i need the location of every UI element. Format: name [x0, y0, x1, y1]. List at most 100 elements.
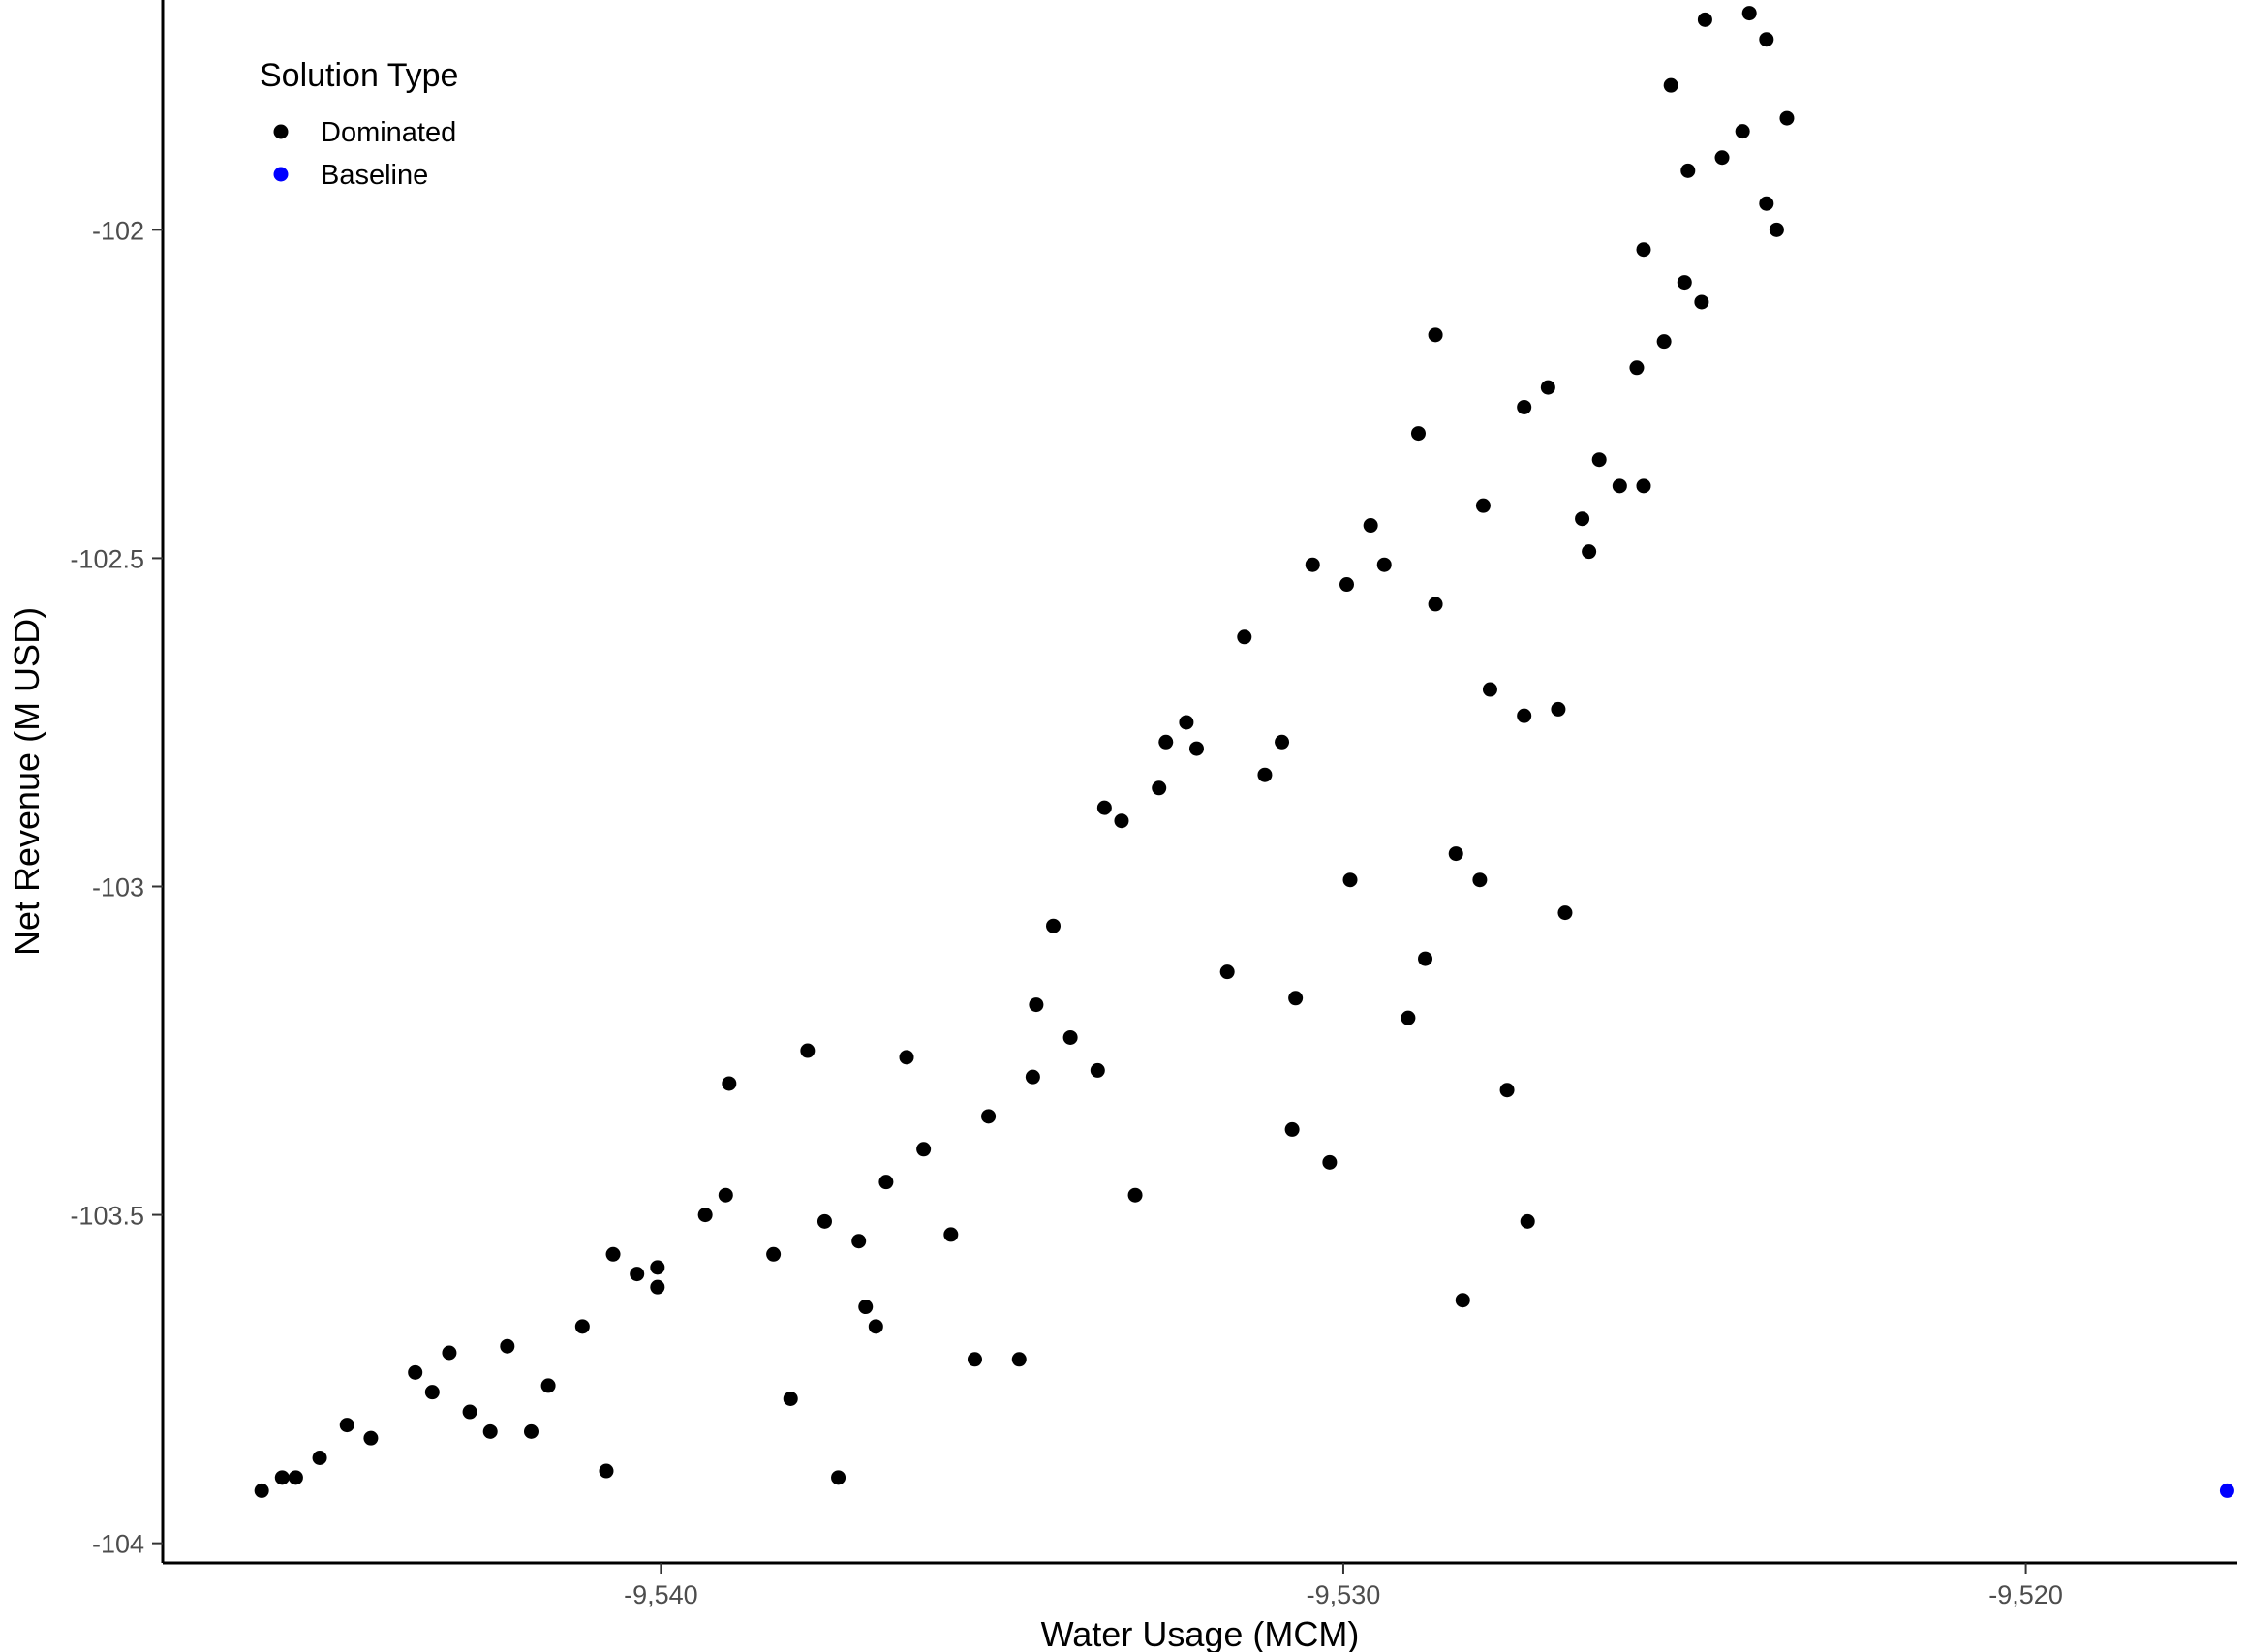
dominated-point: [339, 1418, 354, 1433]
dominated-point: [1779, 110, 1795, 126]
dominated-point: [574, 1319, 590, 1334]
dominated-point: [1735, 124, 1750, 139]
dominated-point: [1237, 629, 1252, 645]
legend: Solution Type Dominated Baseline: [260, 57, 458, 191]
dominated-point: [878, 1175, 894, 1190]
x-tick-label: -9,540: [624, 1580, 698, 1609]
dominated-point: [1680, 163, 1696, 178]
dominated-point: [650, 1279, 665, 1295]
dominated-point: [1428, 597, 1443, 612]
dominated-point: [650, 1260, 665, 1275]
dominated-point: [981, 1109, 997, 1124]
dominated-point: [943, 1227, 959, 1242]
dominated-point: [1029, 997, 1044, 1013]
dominated-point: [1376, 557, 1392, 572]
dominated-point: [816, 1213, 832, 1229]
dominated-point: [1410, 426, 1426, 442]
dominated-point: [363, 1430, 379, 1446]
dominated-point: [1401, 1010, 1416, 1025]
x-axis-title: Water Usage (MCM): [1041, 1614, 1360, 1652]
legend-label-dominated: Dominated: [321, 117, 456, 148]
dominated-point: [1455, 1293, 1470, 1308]
dominated-point: [697, 1208, 713, 1223]
dominated-point: [1759, 196, 1774, 211]
dominated-point: [1046, 918, 1062, 933]
dominated-point: [851, 1234, 867, 1249]
y-tick-label: -103: [92, 873, 144, 902]
dominated-point: [1090, 1062, 1105, 1078]
dominated-point: [288, 1470, 303, 1485]
dominated-point: [1482, 682, 1497, 697]
dominated-point: [1520, 1213, 1535, 1229]
dominated-point: [722, 1076, 737, 1091]
dominated-point: [1759, 32, 1774, 47]
dominated-point: [1025, 1069, 1040, 1085]
y-tick-label: -102: [92, 216, 144, 245]
dominated-point: [800, 1043, 816, 1058]
dominated-point: [1418, 951, 1433, 966]
dominated-point: [1557, 905, 1573, 921]
dominated-point: [967, 1352, 982, 1367]
dominated-point: [1612, 478, 1627, 494]
dominated-point: [766, 1246, 782, 1262]
dominated-point: [1741, 6, 1757, 21]
dominated-point: [1275, 734, 1290, 750]
dominated-point: [312, 1450, 327, 1465]
dominated-point: [858, 1300, 874, 1315]
y-axis-ticks: -104 -103.5 -103 -102.5 -102: [70, 216, 163, 1559]
dominated-point: [1475, 498, 1491, 513]
dominated-point: [1158, 734, 1174, 750]
legend-label-baseline: Baseline: [321, 160, 428, 191]
dominated-point: [1363, 518, 1378, 534]
dominated-point: [1769, 222, 1784, 237]
baseline-point: [2219, 1483, 2234, 1498]
dominated-point: [1636, 242, 1651, 258]
dominated-point: [1517, 399, 1532, 414]
legend-key-baseline: [273, 167, 289, 182]
dominated-point: [1152, 780, 1167, 796]
dominated-point: [1663, 77, 1678, 93]
dominated-point: [274, 1470, 290, 1485]
dominated-point: [1284, 1121, 1300, 1137]
dominated-point: [408, 1364, 423, 1380]
dominated-point: [630, 1267, 645, 1282]
y-tick-label: -103.5: [70, 1202, 144, 1231]
legend-title: Solution Type: [260, 57, 458, 94]
dominated-point: [1517, 708, 1532, 723]
dominated-point: [1257, 767, 1273, 782]
dominated-point: [1697, 12, 1712, 27]
dominated-point: [1339, 577, 1354, 593]
dominated-point: [1629, 360, 1645, 376]
dominated-point: [831, 1470, 846, 1485]
dominated-point: [1322, 1154, 1338, 1170]
points-layer: [254, 6, 2234, 1498]
dominated-point: [1288, 991, 1304, 1006]
dominated-point: [916, 1142, 932, 1157]
dominated-point: [1472, 872, 1488, 888]
dominated-point: [482, 1423, 498, 1439]
dominated-point: [1305, 557, 1320, 572]
dominated-point: [1114, 813, 1129, 829]
legend-entries: Dominated Baseline: [273, 117, 456, 191]
dominated-point: [500, 1338, 515, 1354]
dominated-point: [1694, 294, 1709, 310]
x-tick-label: -9,530: [1307, 1580, 1381, 1609]
dominated-point: [1677, 275, 1692, 291]
dominated-point: [1575, 511, 1590, 527]
dominated-point: [462, 1404, 477, 1420]
dominated-point: [442, 1345, 457, 1361]
dominated-point: [1582, 544, 1597, 560]
dominated-point: [1188, 741, 1204, 756]
y-tick-label: -104: [92, 1530, 144, 1559]
dominated-point: [1096, 800, 1112, 815]
dominated-point: [783, 1391, 798, 1406]
legend-key-dominated: [273, 124, 289, 139]
dominated-point: [1499, 1083, 1515, 1098]
dominated-point: [1342, 872, 1358, 888]
dominated-point: [1179, 715, 1194, 730]
y-tick-label: -102.5: [70, 544, 144, 573]
dominated-point: [1636, 478, 1651, 494]
dominated-point: [1011, 1352, 1027, 1367]
dominated-point: [1714, 150, 1730, 166]
